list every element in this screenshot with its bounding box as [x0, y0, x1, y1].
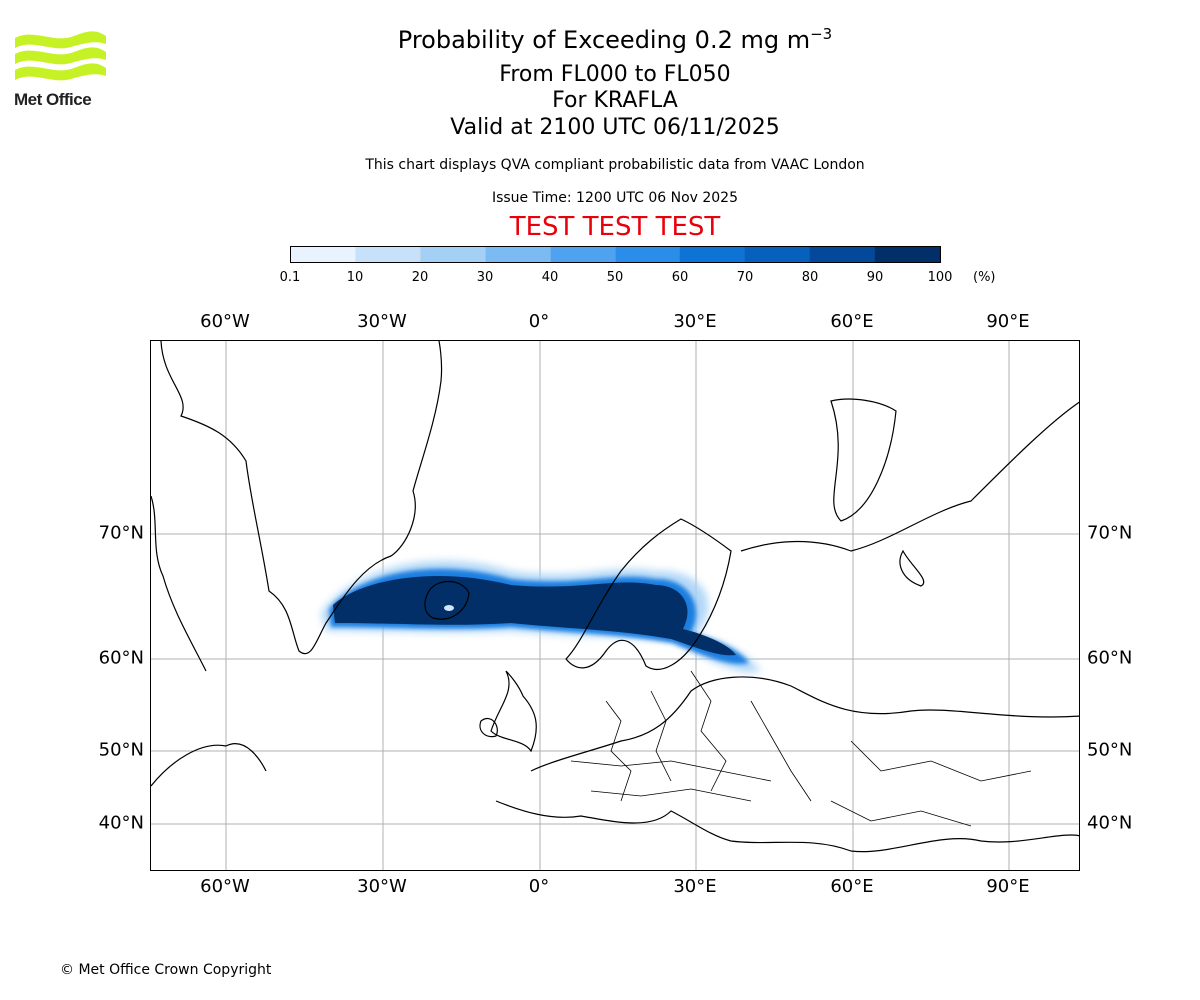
border-5 — [570, 760, 772, 782]
lat-label-right-60n: 60°N — [1087, 647, 1133, 669]
lon-label-bottom-60w: 60°W — [200, 876, 250, 897]
scandinavia-coast — [565, 518, 732, 671]
border-8 — [830, 800, 972, 827]
britain-coast — [490, 670, 537, 753]
probability-colorbar — [290, 246, 941, 263]
units-exponent: −3 — [810, 25, 833, 43]
lat-label-right-40n: 40°N — [1087, 812, 1133, 834]
colorbar-segment — [420, 247, 486, 262]
colorbar-segment — [291, 247, 356, 262]
logo-text: Met Office — [14, 90, 92, 109]
volcano-name: For KRAFLA — [552, 88, 678, 113]
colorbar-tick-label: 40 — [541, 270, 559, 285]
mediterranean-coast — [495, 800, 1079, 853]
plume-core — [333, 575, 736, 656]
colorbar-tick-label: 10 — [346, 270, 364, 285]
colorbar-segment — [810, 247, 876, 262]
map-panel — [150, 340, 1080, 871]
colorbar-segment — [550, 247, 616, 262]
lon-label-bottom-30e: 30°E — [673, 876, 717, 897]
met-office-waves-icon — [15, 31, 106, 81]
chart-description: This chart displays QVA compliant probab… — [365, 157, 865, 173]
lat-label-left-50n: 50°N — [98, 739, 144, 761]
colorbar-tick-label: 20 — [411, 270, 429, 285]
lat-label-right-70n: 70°N — [1087, 522, 1133, 544]
colorbar-segment — [745, 247, 811, 262]
border-1 — [605, 700, 632, 802]
lon-label-top-60w: 60°W — [200, 311, 250, 332]
greenland-coast — [160, 341, 443, 655]
met-office-logo: Met Office — [14, 30, 108, 114]
plume-hole — [444, 605, 454, 611]
novaya-zemlya-coast — [830, 398, 897, 522]
lat-label-left-70n: 70°N — [98, 522, 144, 544]
lon-label-bottom-90e: 90°E — [986, 876, 1030, 897]
lon-label-bottom-30w: 30°W — [357, 876, 407, 897]
lon-label-top-60e: 60°E — [830, 311, 874, 332]
lat-label-right-50n: 50°N — [1087, 739, 1133, 761]
lat-label-left-40n: 40°N — [98, 812, 144, 834]
labrador-coast — [151, 743, 267, 787]
russia-arctic-coast — [740, 401, 1079, 552]
colorbar-segment — [875, 247, 941, 262]
ash-probability-plume — [321, 560, 761, 673]
colorbar-tick-label: 60 — [671, 270, 689, 285]
chart-title: Probability of Exceeding 0.2 mg m−3 — [397, 25, 833, 54]
ireland-coast — [479, 717, 498, 738]
colorbar-tick-label: 0.1 — [279, 270, 301, 285]
lon-label-bottom-60e: 60°E — [830, 876, 874, 897]
lon-label-top-30w: 30°W — [357, 311, 407, 332]
copyright: © Met Office Crown Copyright — [60, 962, 272, 978]
lon-label-bottom-0: 0° — [528, 876, 550, 897]
colorbar-tick-label: 100 — [927, 270, 953, 285]
lat-label-left-60n: 60°N — [98, 647, 144, 669]
colorbar-segment — [485, 247, 551, 262]
border-7 — [850, 740, 1032, 782]
colorbar-tick-label: 30 — [476, 270, 494, 285]
colorbar-tick-label: 70 — [736, 270, 754, 285]
colorbar-segment — [355, 247, 421, 262]
colorbar-segment — [680, 247, 746, 262]
baffin-coast — [151, 495, 207, 672]
map-svg — [151, 341, 1079, 870]
test-banner: TEST TEST TEST — [509, 212, 721, 242]
coastlines — [151, 341, 1079, 853]
colorbar-tick-label: 50 — [606, 270, 624, 285]
country-borders — [570, 670, 1032, 827]
flight-level-range: From FL000 to FL050 — [499, 62, 731, 87]
valid-time: Valid at 2100 UTC 06/11/2025 — [450, 115, 780, 140]
lon-label-top-0: 0° — [528, 311, 550, 332]
europe-north-coast — [530, 676, 1079, 772]
iceland-coast — [424, 580, 470, 620]
border-4 — [750, 700, 812, 802]
lon-label-top-30e: 30°E — [673, 311, 717, 332]
colorbar-segment — [615, 247, 681, 262]
colorbar-tick-label: 90 — [866, 270, 884, 285]
border-6 — [590, 788, 752, 802]
issue-time: Issue Time: 1200 UTC 06 Nov 2025 — [491, 190, 739, 206]
yamal-coast — [899, 549, 925, 587]
colorbar-unit: (%) — [973, 270, 996, 285]
lon-label-top-90e: 90°E — [986, 311, 1030, 332]
colorbar-tick-label: 80 — [801, 270, 819, 285]
border-2 — [650, 690, 672, 782]
